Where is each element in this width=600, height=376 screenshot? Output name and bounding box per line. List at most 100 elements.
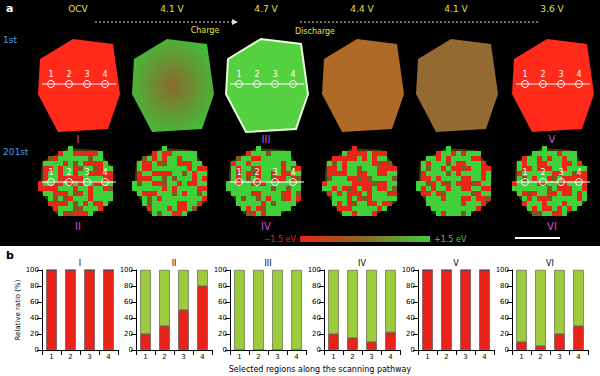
svg-text:I: I: [79, 259, 81, 268]
svg-text:3: 3: [275, 353, 279, 361]
svg-text:Selected regions along the sca: Selected regions along the scanning path…: [229, 365, 412, 374]
svg-text:4: 4: [294, 353, 299, 361]
svg-text:2: 2: [538, 353, 542, 361]
svg-text:4: 4: [576, 70, 581, 79]
svg-text:4: 4: [290, 168, 295, 177]
svg-text:2: 2: [254, 168, 259, 177]
svg-text:1: 1: [522, 70, 527, 79]
svg-text:1: 1: [236, 70, 241, 79]
svg-text:3: 3: [272, 168, 277, 177]
svg-text:0: 0: [35, 346, 39, 354]
svg-text:3: 3: [84, 168, 89, 177]
svg-text:100: 100: [402, 266, 415, 274]
svg-text:100: 100: [214, 266, 227, 274]
svg-text:40: 40: [406, 314, 415, 322]
svg-text:60: 60: [406, 298, 415, 306]
svg-text:3.6 V: 3.6 V: [540, 4, 564, 14]
svg-text:100: 100: [120, 266, 133, 274]
svg-text:4: 4: [106, 353, 111, 361]
svg-text:2: 2: [540, 70, 545, 79]
svg-text:2: 2: [540, 168, 545, 177]
svg-text:60: 60: [30, 298, 39, 306]
svg-text:40: 40: [218, 314, 227, 322]
svg-text:III: III: [262, 134, 271, 145]
svg-text:Charge: Charge: [191, 26, 220, 35]
svg-text:40: 40: [124, 314, 133, 322]
svg-text:0: 0: [223, 346, 227, 354]
svg-text:Discharge: Discharge: [295, 27, 335, 36]
svg-text:0: 0: [411, 346, 415, 354]
svg-text:60: 60: [218, 298, 227, 306]
svg-text:1: 1: [519, 353, 523, 361]
svg-text:80: 80: [218, 282, 227, 290]
svg-text:4: 4: [576, 353, 581, 361]
svg-text:4: 4: [102, 70, 107, 79]
svg-text:100: 100: [26, 266, 39, 274]
svg-text:3: 3: [463, 353, 467, 361]
svg-text:a: a: [6, 2, 13, 15]
svg-text:80: 80: [406, 282, 415, 290]
svg-text:40: 40: [312, 314, 321, 322]
svg-text:1st: 1st: [3, 35, 17, 45]
svg-text:80: 80: [500, 282, 509, 290]
svg-text:2: 2: [256, 353, 260, 361]
svg-text:2: 2: [254, 70, 259, 79]
svg-text:II: II: [172, 259, 177, 268]
svg-text:II: II: [75, 221, 81, 232]
svg-text:20: 20: [406, 330, 415, 338]
svg-text:IV: IV: [261, 221, 271, 232]
svg-text:1: 1: [48, 168, 53, 177]
svg-text:3: 3: [369, 353, 373, 361]
svg-text:1: 1: [143, 353, 147, 361]
svg-text:80: 80: [30, 282, 39, 290]
svg-text:0: 0: [129, 346, 133, 354]
svg-text:3: 3: [558, 70, 563, 79]
svg-text:2: 2: [66, 168, 71, 177]
svg-text:3: 3: [558, 168, 563, 177]
svg-text:20: 20: [218, 330, 227, 338]
svg-text:1: 1: [331, 353, 335, 361]
svg-text:1: 1: [236, 168, 241, 177]
svg-text:4.1 V: 4.1 V: [160, 4, 184, 14]
svg-text:20: 20: [500, 330, 509, 338]
svg-text:4: 4: [576, 168, 581, 177]
svg-text:2: 2: [68, 353, 72, 361]
svg-text:1: 1: [49, 353, 53, 361]
svg-text:3: 3: [87, 353, 91, 361]
svg-text:1: 1: [48, 70, 53, 79]
svg-text:+1.5 eV: +1.5 eV: [434, 235, 467, 244]
svg-text:80: 80: [312, 282, 321, 290]
svg-text:3: 3: [557, 353, 561, 361]
svg-text:60: 60: [124, 298, 133, 306]
svg-text:3: 3: [181, 353, 185, 361]
svg-text:4: 4: [482, 353, 487, 361]
svg-text:40: 40: [30, 314, 39, 322]
svg-text:4.1 V: 4.1 V: [444, 4, 468, 14]
svg-text:IV: IV: [358, 259, 366, 268]
svg-text:20: 20: [312, 330, 321, 338]
svg-text:2: 2: [66, 70, 71, 79]
svg-text:60: 60: [500, 298, 509, 306]
svg-text:40: 40: [500, 314, 509, 322]
svg-text:2: 2: [444, 353, 448, 361]
svg-text:3: 3: [84, 70, 89, 79]
svg-text:2: 2: [350, 353, 354, 361]
svg-text:4: 4: [102, 168, 107, 177]
svg-text:b: b: [6, 249, 14, 262]
svg-text:2: 2: [162, 353, 166, 361]
svg-text:20: 20: [124, 330, 133, 338]
svg-text:80: 80: [124, 282, 133, 290]
svg-text:VI: VI: [546, 259, 554, 268]
svg-text:−1.5 eV: −1.5 eV: [264, 235, 297, 244]
svg-text:4: 4: [290, 70, 295, 79]
svg-text:V: V: [549, 134, 556, 145]
svg-text:0: 0: [317, 346, 321, 354]
svg-text:20: 20: [30, 330, 39, 338]
svg-text:1: 1: [522, 168, 527, 177]
svg-text:VI: VI: [547, 221, 557, 232]
svg-text:Relative ratio (%): Relative ratio (%): [14, 279, 22, 340]
svg-text:I: I: [77, 134, 80, 145]
svg-text:100: 100: [308, 266, 321, 274]
svg-text:V: V: [453, 259, 459, 268]
svg-text:60: 60: [312, 298, 321, 306]
